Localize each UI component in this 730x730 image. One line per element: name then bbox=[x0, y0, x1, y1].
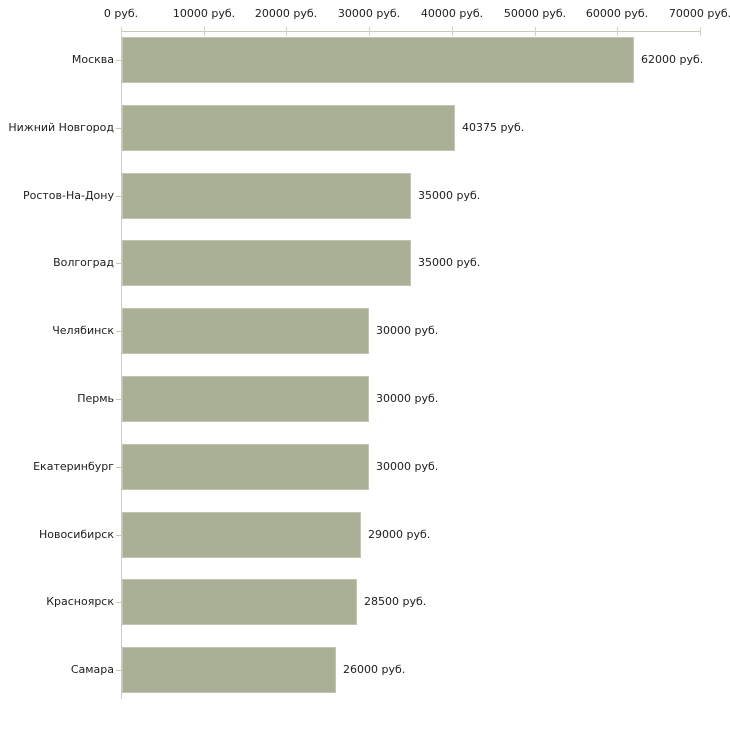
x-axis-tick bbox=[121, 27, 122, 36]
category-label: Самара bbox=[70, 663, 114, 676]
x-axis-tick bbox=[204, 27, 205, 36]
category-tick bbox=[116, 467, 121, 468]
category-tick bbox=[116, 670, 121, 671]
bar-value-label: 26000 руб. bbox=[343, 663, 406, 676]
bar-value-label: 28500 руб. bbox=[364, 595, 427, 608]
bar-7 bbox=[122, 444, 369, 490]
category-tick bbox=[116, 535, 121, 536]
category-label: Москва bbox=[71, 53, 114, 66]
category-tick bbox=[116, 602, 121, 603]
bar-2 bbox=[122, 105, 455, 151]
x-axis-line bbox=[121, 31, 701, 32]
bar-9 bbox=[122, 579, 357, 625]
bar-value-label: 30000 руб. bbox=[376, 392, 439, 405]
y-axis-line bbox=[121, 31, 122, 699]
x-axis-tick bbox=[700, 27, 701, 36]
x-axis-tick bbox=[617, 27, 618, 36]
bar-5 bbox=[122, 308, 369, 354]
bar-value-label: 62000 руб. bbox=[641, 53, 704, 66]
bar-value-label: 30000 руб. bbox=[376, 460, 439, 473]
category-tick bbox=[116, 128, 121, 129]
bar-6 bbox=[122, 376, 369, 422]
category-tick bbox=[116, 60, 121, 61]
category-tick bbox=[116, 331, 121, 332]
x-axis-tick-label: 20000 руб. bbox=[254, 7, 318, 20]
x-axis-tick-label: 70000 руб. bbox=[668, 7, 730, 20]
bar-value-label: 30000 руб. bbox=[376, 324, 439, 337]
bar-10 bbox=[122, 647, 336, 693]
bar-value-label: 29000 руб. bbox=[368, 528, 431, 541]
category-tick bbox=[116, 399, 121, 400]
bar-value-label: 35000 руб. bbox=[418, 256, 481, 269]
x-axis-tick bbox=[369, 27, 370, 36]
bar-1 bbox=[122, 37, 634, 83]
bar-value-label: 35000 руб. bbox=[418, 189, 481, 202]
bar-8 bbox=[122, 512, 361, 558]
x-axis-tick-label: 40000 руб. bbox=[420, 7, 484, 20]
category-tick bbox=[116, 263, 121, 264]
category-label: Нижний Новгород bbox=[8, 121, 114, 134]
category-tick bbox=[116, 196, 121, 197]
category-label: Новосибирск bbox=[38, 528, 114, 541]
x-axis-tick bbox=[535, 27, 536, 36]
bar-value-label: 40375 руб. bbox=[462, 121, 525, 134]
x-axis-tick bbox=[452, 27, 453, 36]
category-label: Волгоград bbox=[53, 256, 114, 269]
category-label: Красноярск bbox=[46, 595, 114, 608]
category-label: Ростов-На-Дону bbox=[22, 189, 114, 202]
x-axis-tick-label: 10000 руб. bbox=[172, 7, 236, 20]
bar-4 bbox=[122, 240, 411, 286]
x-axis-tick bbox=[286, 27, 287, 36]
x-axis-tick-label: 50000 руб. bbox=[503, 7, 567, 20]
category-label: Екатеринбург bbox=[33, 460, 114, 473]
x-axis-tick-label: 60000 руб. bbox=[585, 7, 649, 20]
x-axis-tick-label: 0 руб. bbox=[103, 7, 139, 20]
bar-3 bbox=[122, 173, 411, 219]
x-axis-tick-label: 30000 руб. bbox=[337, 7, 401, 20]
category-label: Пермь bbox=[77, 392, 114, 405]
category-label: Челябинск bbox=[52, 324, 114, 337]
